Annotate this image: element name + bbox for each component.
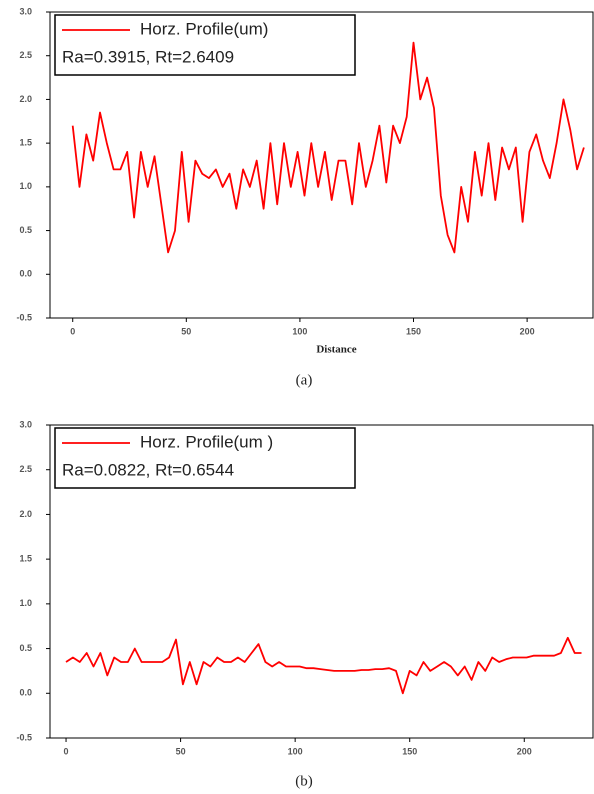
annotation: Ra=0.3915, Rt=2.6409	[62, 47, 234, 66]
x-tick-label: 100	[288, 746, 303, 756]
profile-line	[71, 41, 585, 254]
y-tick-label: -0.5	[16, 312, 32, 322]
plot-frame	[49, 11, 594, 319]
y-tick-label: 2.0	[19, 94, 32, 104]
x-axis-label: Distance	[316, 344, 356, 356]
x-tick-label: 100	[292, 326, 307, 336]
caption: (b)	[295, 773, 313, 789]
y-tick-label: 2.0	[19, 509, 32, 519]
x-tick-label: 150	[402, 746, 417, 756]
y-tick-label: 3.0	[19, 419, 32, 429]
x-tick-label: 200	[520, 326, 535, 336]
x-tick-label: 200	[517, 746, 532, 756]
legend-label: Horz. Profile(um)	[140, 19, 268, 38]
legend-box	[54, 14, 356, 76]
y-tick-label: 0.5	[19, 643, 32, 653]
annotation: Ra=0.0822, Rt=0.6544	[62, 460, 234, 479]
y-tick-label: 2.5	[19, 464, 32, 474]
x-tick-label: 50	[176, 746, 186, 756]
y-tick-label: -0.5	[16, 732, 32, 742]
x-tick-label: 0	[70, 326, 75, 336]
x-tick-label: 0	[64, 746, 69, 756]
y-tick-label: 3.0	[19, 6, 32, 16]
caption: (a)	[296, 372, 313, 388]
y-tick-label: 2.5	[19, 50, 32, 60]
profile-line	[65, 636, 582, 695]
y-tick-label: 1.0	[19, 181, 32, 191]
legend-box	[54, 427, 356, 489]
x-tick-label: 150	[406, 326, 421, 336]
plot-frame	[49, 424, 594, 739]
y-tick-label: 1.0	[19, 598, 32, 608]
legend-label: Horz. Profile(um )	[140, 432, 273, 451]
y-tick-label: 0.0	[19, 269, 32, 279]
y-tick-label: 0.5	[19, 225, 32, 235]
y-tick-label: 0.0	[19, 688, 32, 698]
y-tick-label: 1.5	[19, 138, 32, 148]
x-tick-label: 50	[181, 326, 191, 336]
y-tick-label: 1.5	[19, 554, 32, 564]
